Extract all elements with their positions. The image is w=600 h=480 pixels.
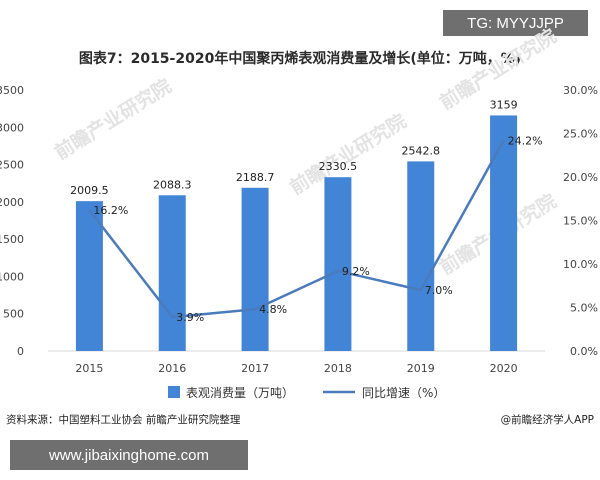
line-value-label: 9.2%: [342, 265, 370, 278]
left-tick-label: 500: [3, 308, 24, 321]
brand-note: @前瞻经济学人APP: [500, 414, 594, 426]
chart-title: 图表7：2015-2020年中国聚丙烯表观消费量及增长(单位：万吨，%): [78, 51, 522, 67]
bar-value-label: 2188.7: [236, 171, 275, 184]
category-label: 2020: [490, 362, 518, 375]
left-axis-ticks: 0 500 1000 1500 2000 2500 3000 3500: [0, 84, 24, 358]
left-tick-label: 2500: [0, 159, 24, 172]
bar: [75, 201, 103, 351]
bar-value-labels: 2009.5 2088.3 2188.7 2330.5 2542.8 3159: [70, 98, 517, 197]
bar-value-label: 2088.3: [153, 178, 192, 191]
right-tick-label: 5.0%: [570, 302, 598, 315]
legend-line-label: 同比增速（%）: [362, 386, 445, 400]
bar-value-label: 2542.8: [402, 144, 441, 157]
right-tick-label: 30.0%: [563, 84, 598, 97]
category-label: 2019: [407, 362, 435, 375]
footer: 资料来源：中国塑料工业协会 前瞻产业研究院整理 @前瞻经济学人APP: [0, 412, 600, 430]
right-tick-label: 25.0%: [563, 128, 598, 141]
left-tick-label: 3000: [0, 121, 24, 134]
right-tick-label: 20.0%: [563, 171, 598, 184]
watermark-text-1: 前瞻产业研究院: [50, 74, 175, 164]
right-axis-ticks: 0.0% 5.0% 10.0% 15.0% 20.0% 25.0% 30.0%: [563, 84, 598, 358]
legend: 表观消费量（万吨） 同比增速（%）: [168, 386, 445, 400]
bar: [324, 177, 352, 351]
left-tick-label: 2000: [0, 196, 24, 209]
bar: [407, 161, 435, 351]
watermark-layer: 前瞻产业研究院 前瞻产业研究院 前瞻产业研究院 前瞻产业研究院: [50, 24, 560, 279]
category-label: 2016: [158, 362, 186, 375]
line-value-label: 7.0%: [425, 284, 453, 297]
line-value-label: 3.9%: [176, 311, 204, 324]
left-tick-label: 3500: [0, 84, 24, 97]
category-label: 2017: [241, 362, 269, 375]
legend-bar-swatch: [168, 386, 180, 398]
x-axis-category-labels: 2015 2016 2017 2018 2019 2020: [75, 362, 517, 375]
right-tick-label: 15.0%: [563, 215, 598, 228]
legend-bar-label: 表观消费量（万吨）: [186, 386, 294, 400]
growth-line: [88, 139, 505, 319]
bar-value-label: 3159: [490, 98, 518, 111]
left-tick-label: 1000: [0, 270, 24, 283]
url-banner: www.jibaixinghome.com: [10, 440, 248, 470]
channel-tag: TG: MYYJJPP: [443, 10, 588, 36]
category-label: 2018: [324, 362, 352, 375]
left-tick-label: 0: [17, 345, 24, 358]
right-tick-label: 0.0%: [570, 345, 598, 358]
right-tick-label: 10.0%: [563, 258, 598, 271]
chart-canvas: 前瞻产业研究院 前瞻产业研究院 前瞻产业研究院 前瞻产业研究院 0 500 1000…: [0, 24, 598, 400]
bar-series: [75, 115, 518, 351]
line-value-labels: 16.2% 3.9% 4.8% 9.2% 7.0% 24.2%: [93, 134, 542, 324]
bar: [490, 115, 518, 351]
bar: [241, 187, 269, 351]
bar: [158, 195, 186, 351]
line-value-label: 16.2%: [93, 204, 128, 217]
line-value-label: 4.8%: [259, 303, 287, 316]
source-note: 资料来源：中国塑料工业协会 前瞻产业研究院整理: [6, 414, 241, 426]
category-label: 2015: [75, 362, 103, 375]
line-series: [88, 139, 505, 319]
line-value-label: 24.2%: [508, 134, 543, 147]
bar-value-label: 2009.5: [70, 184, 109, 197]
left-tick-label: 1500: [0, 233, 24, 246]
bar-value-label: 2330.5: [319, 160, 358, 173]
